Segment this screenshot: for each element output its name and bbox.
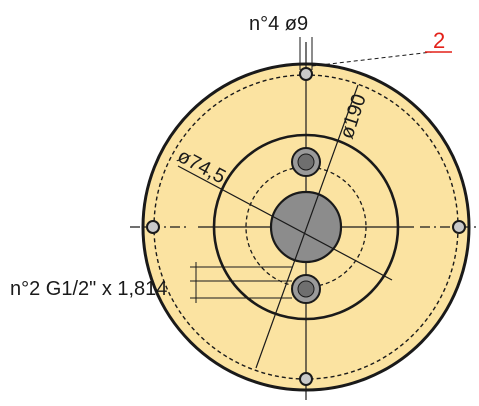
port-top xyxy=(291,147,321,177)
bolt-hole-left xyxy=(146,220,160,234)
port-bottom xyxy=(291,274,321,304)
callout-leader xyxy=(311,51,433,67)
bolt-hole-top xyxy=(299,67,313,81)
label-bolt-holes: n°4 ø9 xyxy=(249,13,308,35)
label-ports: n°2 G1/2" x 1,814 xyxy=(10,278,167,300)
bolt-hole-bottom xyxy=(299,372,313,386)
callout-number: 2 xyxy=(433,28,445,53)
central-hub xyxy=(269,190,343,264)
dim-line-bolt-circle xyxy=(255,84,359,369)
dim-line-inner-dia xyxy=(177,165,393,281)
bolt-hole-right xyxy=(452,220,466,234)
